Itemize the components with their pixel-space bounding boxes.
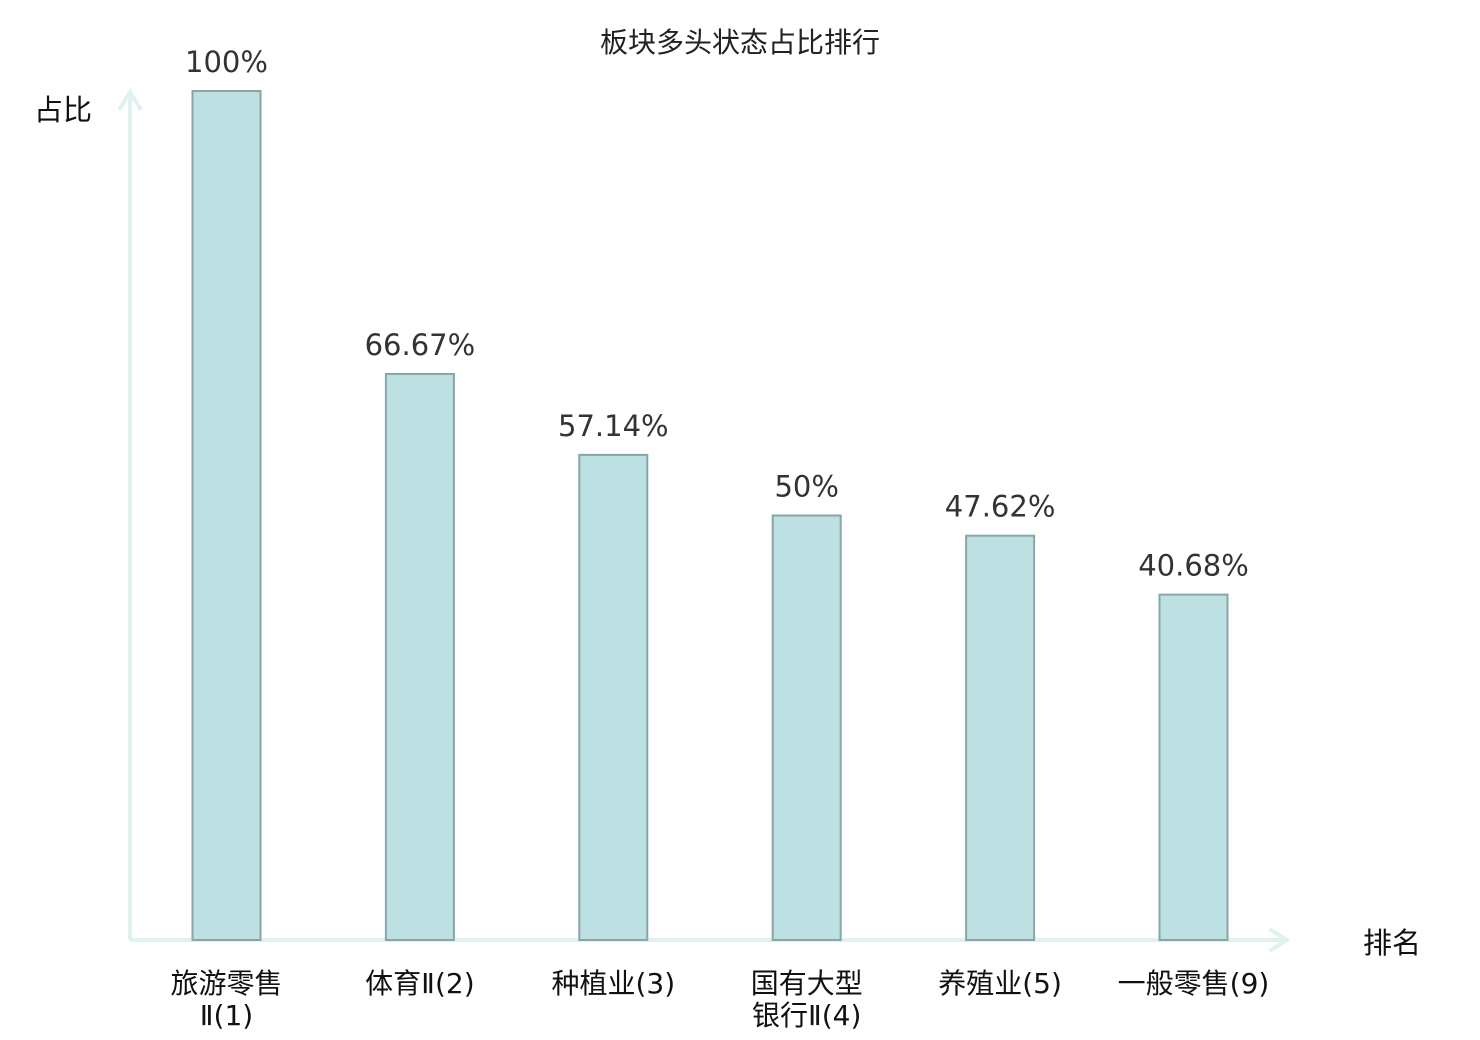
value-labels-group: 100% 66.67% 57.14% 50% 47.62% 40.68%	[185, 45, 1249, 583]
bar-value-label: 40.68%	[1138, 549, 1249, 583]
bar	[578, 453, 649, 941]
bar	[1158, 593, 1229, 941]
bar	[771, 514, 842, 941]
bars-group	[191, 90, 1229, 942]
y-axis-label: 占比	[34, 93, 92, 127]
category-label: 养殖业(5)	[938, 967, 1062, 1000]
bar	[191, 90, 262, 941]
category-label: 国有大型	[751, 967, 863, 1000]
y-axis-arrow	[117, 88, 143, 112]
bar-value-label: 57.14%	[558, 409, 669, 443]
bar	[965, 534, 1036, 941]
category-label: 体育Ⅱ(2)	[365, 967, 474, 1000]
category-label: 种植业(3)	[551, 967, 675, 1000]
bar	[384, 372, 455, 942]
category-label: 银行Ⅱ(4)	[752, 999, 861, 1032]
bar-value-label: 66.67%	[365, 328, 476, 362]
category-label: Ⅱ(1)	[200, 999, 253, 1032]
category-label: 旅游零售	[170, 967, 282, 1000]
bar-value-label: 50%	[774, 470, 838, 504]
chart-title: 板块多头状态占比排行	[600, 26, 880, 59]
bar-value-label: 100%	[185, 45, 268, 79]
x-axis-label: 排名	[1363, 926, 1421, 960]
category-label: 一般零售(9)	[1118, 967, 1270, 1000]
x-axis-arrow	[1267, 927, 1291, 953]
bar-value-label: 47.62%	[945, 490, 1056, 524]
